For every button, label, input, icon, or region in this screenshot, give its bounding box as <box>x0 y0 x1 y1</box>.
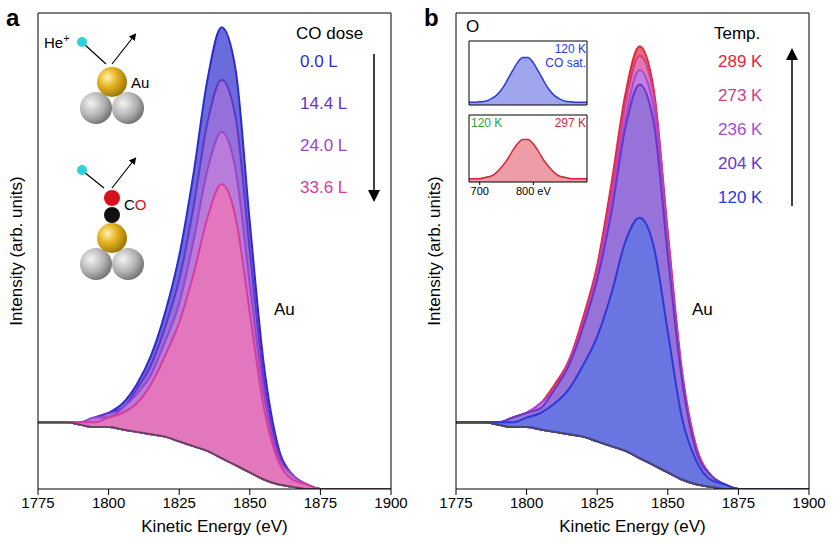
html-text:236 K: 236 K <box>718 120 763 139</box>
html-text:273 K: 273 K <box>718 86 763 105</box>
svg-text:1825: 1825 <box>163 494 196 511</box>
html-text:CO dose: CO dose <box>296 24 364 43</box>
svg-text:800 eV: 800 eV <box>516 185 552 197</box>
html-text:120 K: 120 K <box>718 188 763 207</box>
html-text:O: O <box>466 17 480 36</box>
html-text:b: b <box>424 4 439 31</box>
svg-text:1900: 1900 <box>374 494 407 511</box>
html-text:120 K CO sat.: 120 K CO sat. <box>545 42 586 70</box>
svg-text:He+: He+ <box>44 32 70 51</box>
svg-text:700: 700 <box>471 185 489 197</box>
html-text:Au: Au <box>274 300 295 319</box>
svg-text:CO: CO <box>124 196 147 213</box>
html-text:289 K: 289 K <box>718 52 763 71</box>
html-text:120 K: 120 K <box>471 116 503 130</box>
svg-text:1775: 1775 <box>21 494 54 511</box>
html-text:0.0 L: 0.0 L <box>300 52 338 71</box>
html-text:Au: Au <box>692 300 713 319</box>
html-text:a: a <box>6 4 20 31</box>
html-text:Temp.: Temp. <box>714 24 761 43</box>
svg-text:1850: 1850 <box>233 494 266 511</box>
svg-text:Au: Au <box>131 74 149 91</box>
html-text:33.6 L: 33.6 L <box>300 178 348 197</box>
svg-text:1775: 1775 <box>439 494 472 511</box>
svg-text:Kinetic Energy (eV): Kinetic Energy (eV) <box>559 517 705 536</box>
svg-text:Intensity (arb. units): Intensity (arb. units) <box>425 176 444 325</box>
html-text:14.4 L: 14.4 L <box>300 94 348 113</box>
svg-text:1800: 1800 <box>510 494 543 511</box>
svg-text:1850: 1850 <box>651 494 684 511</box>
svg-text:1825: 1825 <box>581 494 614 511</box>
svg-text:1875: 1875 <box>722 494 755 511</box>
svg-text:1875: 1875 <box>304 494 337 511</box>
svg-text:Kinetic Energy (eV): Kinetic Energy (eV) <box>141 517 287 536</box>
html-text:297 K: 297 K <box>554 116 586 130</box>
svg-text:Intensity (arb. units): Intensity (arb. units) <box>7 176 26 325</box>
html-text:24.0 L: 24.0 L <box>300 136 348 155</box>
svg-text:1900: 1900 <box>792 494 825 511</box>
svg-text:1800: 1800 <box>92 494 125 511</box>
html-text:204 K: 204 K <box>718 154 763 173</box>
